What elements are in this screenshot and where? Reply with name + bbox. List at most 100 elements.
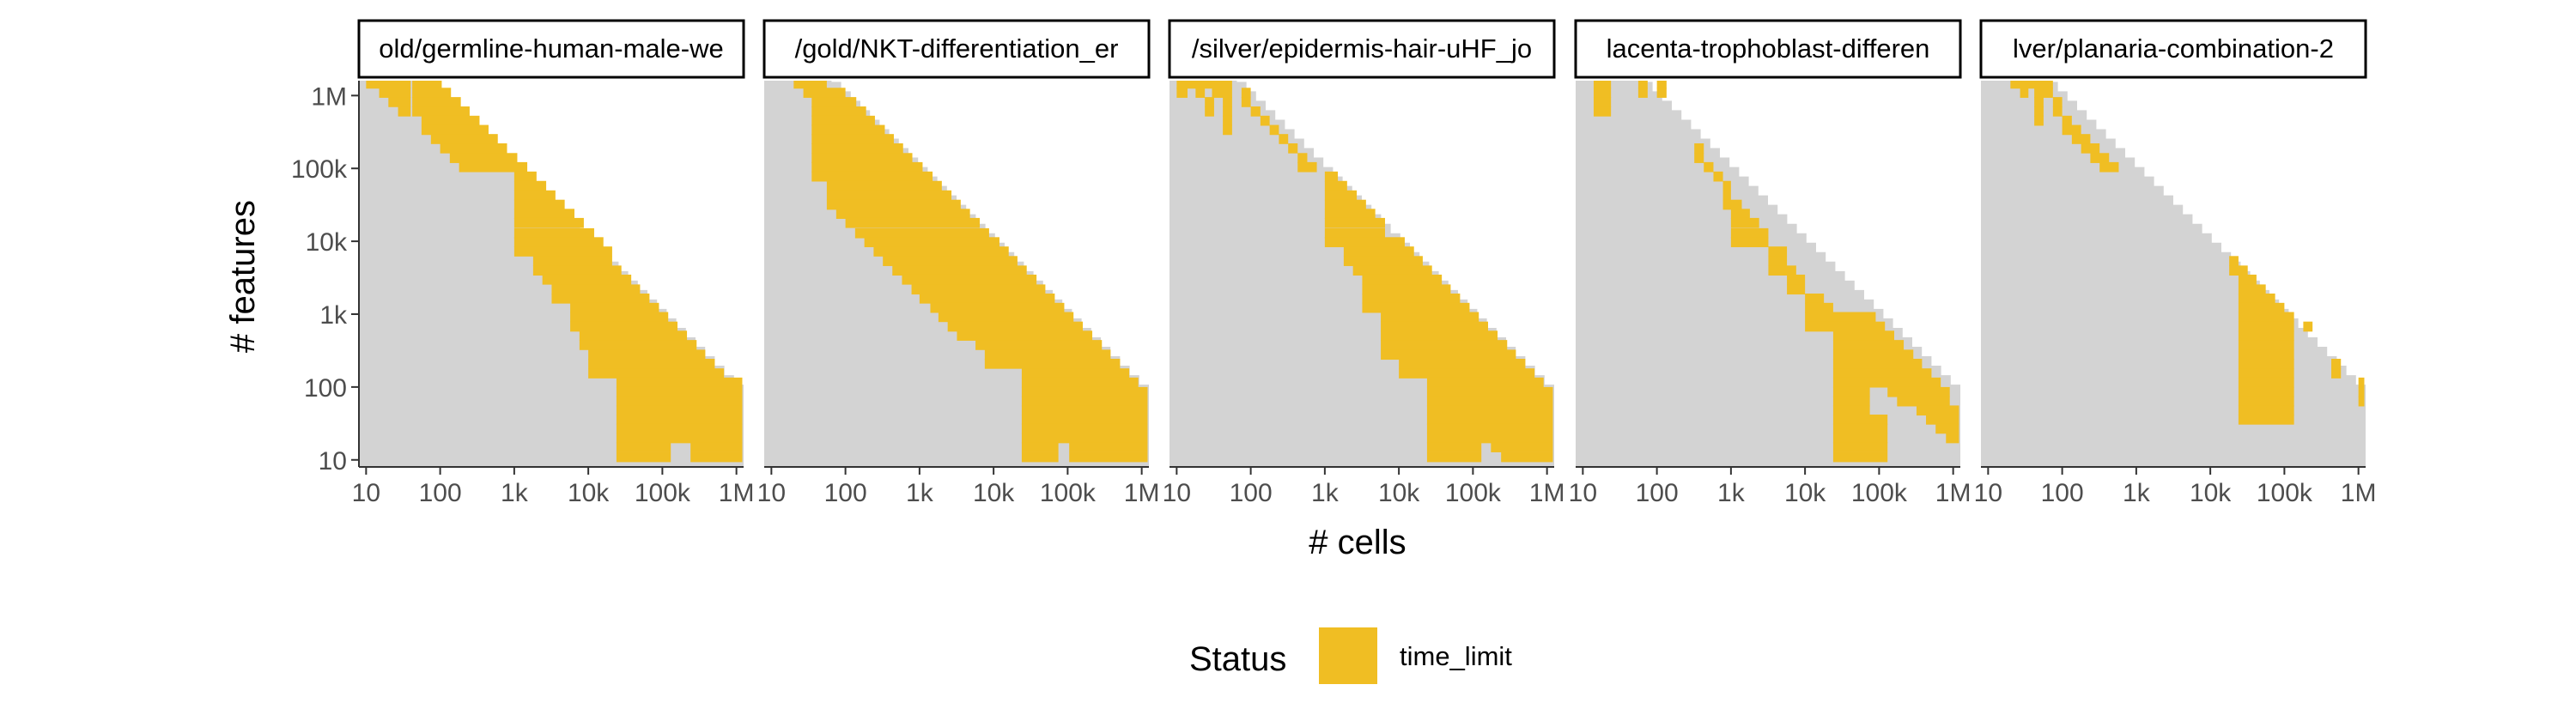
facet-strip [357, 19, 745, 79]
tested-grid-background [1576, 81, 1960, 467]
heatmap-cell [1491, 442, 1553, 452]
heatmap-cell [421, 115, 480, 126]
x-tick-label: 10k [1784, 479, 1826, 507]
heatmap-cell [532, 265, 622, 276]
x-tick-label: 10 [1974, 479, 2002, 507]
x-tick-label: 10k [1378, 479, 1420, 507]
heatmap-cell [513, 171, 537, 182]
heatmap-cell [1832, 451, 1888, 463]
heatmap-cell [1832, 368, 1932, 379]
heatmap-cell [2238, 396, 2294, 407]
heatmap-cell [1352, 265, 1432, 276]
heatmap-cell [2062, 115, 2072, 126]
facet-strip-title: /silver/epidermis-hair-uHF_jo [1192, 33, 1532, 64]
heatmap-cell [2238, 368, 2294, 379]
heatmap-cell [811, 124, 885, 136]
x-tick-label: 10k [2190, 479, 2232, 507]
heatmap-cell [1223, 124, 1232, 136]
heatmap-cell [854, 227, 989, 239]
heatmap-cell [690, 451, 743, 463]
heatmap-cell [1832, 377, 1941, 388]
heatmap-cell [938, 312, 1074, 323]
time-limit-cells [1176, 81, 1553, 463]
heatmap-cell [1832, 423, 1888, 434]
time-limit-cells [793, 81, 1148, 463]
legend-title: Status [1189, 640, 1286, 678]
heatmap-cell [1399, 368, 1535, 379]
heatmap-cell [1223, 115, 1232, 126]
facet-strip [1979, 19, 2367, 79]
heatmap-cell [1768, 246, 1788, 257]
heatmap-cell [1176, 81, 1232, 89]
heatmap-cell [1297, 153, 1308, 163]
heatmap-cell [513, 190, 556, 201]
heatmap-cell [1805, 312, 1876, 323]
heatmap-cell [513, 217, 584, 228]
heatmap-cell [845, 217, 980, 228]
facet-strip [1574, 19, 1962, 79]
heatmap-cell [513, 199, 565, 210]
heatmap-cell [1021, 433, 1148, 444]
heatmap-cell [2238, 415, 2294, 425]
heatmap-cell [2099, 161, 2119, 173]
heatmap-cell [1768, 265, 1796, 276]
x-tick-label: 1k [2123, 479, 2151, 507]
heatmap-cell [811, 143, 903, 154]
heatmap-cell [1832, 442, 1888, 452]
heatmap-cell [1426, 415, 1553, 425]
y-tick-label: 10 [319, 447, 347, 476]
heatmap-cell [911, 284, 1046, 295]
heatmap-cell [616, 386, 743, 397]
heatmap-cell [2238, 284, 2266, 295]
heatmap-cell [2358, 377, 2365, 388]
facet-strip-title: lacenta-trophoblast-differen [1607, 33, 1930, 64]
heatmap-cell [1260, 115, 1270, 126]
facet-strip [762, 19, 1151, 79]
heatmap-cell [1832, 349, 1914, 360]
heatmap-cell [1069, 451, 1148, 463]
heatmap-cell [1324, 190, 1358, 201]
x-tick-label: 100k [2257, 479, 2313, 507]
heatmap-cell [1832, 330, 1894, 341]
heatmap-cell [1021, 451, 1059, 463]
heatmap-cell [1241, 97, 1251, 107]
heatmap-cell [1195, 88, 1206, 98]
heatmap-cell [2034, 115, 2044, 126]
heatmap-cell [616, 433, 743, 444]
panel: lacenta-trophoblast-differen 10 100 1k 10k 10… [1569, 19, 1971, 507]
heatmap-cell [616, 405, 743, 416]
heatmap-cell [1805, 302, 1833, 313]
heatmap-cell [513, 180, 547, 191]
panel: /silver/epidermis-hair-uHF_jo 10 100 1k 10k 1… [1163, 19, 1564, 507]
heatmap-cell [1637, 88, 1648, 98]
heatmap-cell [1426, 377, 1544, 388]
heatmap-cell [1805, 294, 1825, 304]
heatmap-cell [1324, 237, 1405, 247]
heatmap-cell [930, 302, 1065, 313]
heatmap-cell [1324, 171, 1339, 182]
heatmap-cell [2358, 386, 2365, 397]
heatmap-cell [1205, 97, 1214, 107]
heatmap-cell [1946, 433, 1959, 444]
heatmap-cell [826, 190, 952, 201]
heatmap-cell [388, 97, 411, 107]
heatmap-cell [2238, 377, 2294, 388]
heatmap-cell [1501, 451, 1553, 463]
heatmap-cell [579, 330, 688, 341]
panel: lver/planaria-combination-2 10 100 1k 10k 100… [1974, 19, 2376, 507]
heatmap-cell [2331, 368, 2342, 379]
heatmap-cell [1021, 396, 1148, 407]
x-tick-label: 1k [501, 479, 529, 507]
heatmap-cell [1288, 143, 1298, 154]
heatmap-cell [1426, 423, 1553, 434]
heatmap-cell [2034, 106, 2044, 117]
heatmap-cell [1176, 88, 1188, 98]
heatmap-cell [2238, 302, 2285, 313]
heatmap-cell [1832, 358, 1923, 369]
heatmap-cell [1250, 106, 1261, 117]
heatmap-cell [1324, 209, 1376, 219]
x-tick-label: 1k [1311, 479, 1340, 507]
time-limit-cells [1593, 81, 1959, 463]
heatmap-cell [892, 265, 1027, 276]
heatmap-cell [579, 340, 697, 350]
